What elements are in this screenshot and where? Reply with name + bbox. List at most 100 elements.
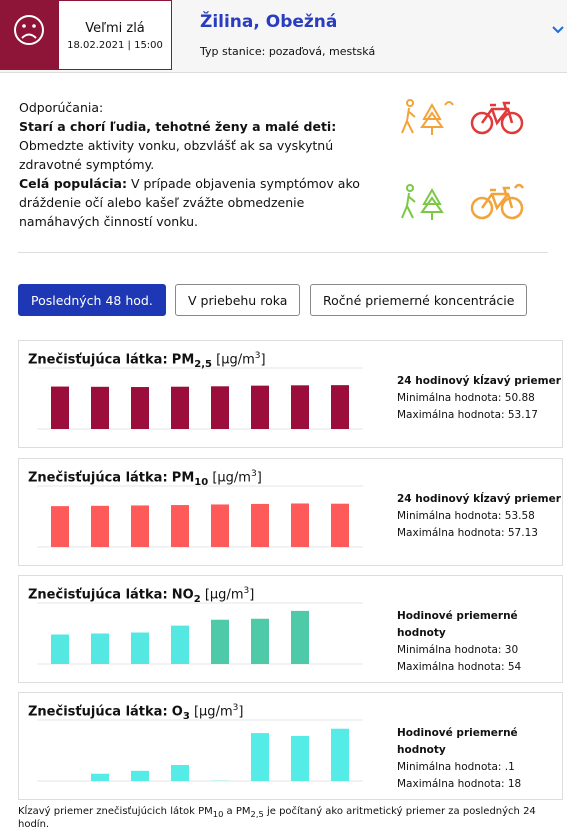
bar bbox=[291, 385, 309, 429]
chart-title: Znečisťujúca látka: PM10 [μg/m3] bbox=[28, 469, 262, 488]
bar bbox=[291, 735, 309, 781]
stats-min: Minimálna hodnota: 30 bbox=[397, 644, 519, 656]
unit-sup: 3 bbox=[250, 469, 257, 479]
unit: ] bbox=[256, 470, 262, 486]
rec-heading: Odporúčania: bbox=[19, 100, 104, 115]
bar bbox=[331, 503, 349, 547]
rec-group: Starí a chorí ľudia, tehotné ženy a malé… bbox=[19, 119, 337, 134]
bar bbox=[91, 633, 109, 664]
bar bbox=[291, 610, 309, 664]
unit: [μg/m bbox=[204, 587, 244, 603]
stats-max: Maximálna hodnota: 54 bbox=[397, 661, 522, 673]
chart-title: Znečisťujúca látka: O3 [μg/m3] bbox=[28, 703, 243, 722]
pollutant-sub: 2 bbox=[193, 593, 201, 605]
pollutant: NO bbox=[171, 587, 194, 603]
pollutant-sub: 10 bbox=[194, 476, 209, 488]
stats-title: Hodinové priemerné hodnoty bbox=[397, 610, 518, 639]
pollutant: PM bbox=[171, 470, 195, 486]
stats: Hodinové priemerné hodnoty Minimálna hodn… bbox=[397, 725, 562, 793]
stats-min: Minimálna hodnota: .1 bbox=[397, 761, 515, 773]
bar bbox=[131, 632, 149, 664]
chart-title: Znečisťujúca látka: PM2,5 [μg/m3] bbox=[28, 351, 266, 370]
chart bbox=[37, 719, 363, 782]
quality-box: Veľmi zlá 18.02.2021 | 15:00 bbox=[58, 0, 172, 70]
unit-sup: 3 bbox=[254, 351, 261, 361]
stats-min: Minimálna hodnota: 50.88 bbox=[397, 392, 535, 404]
unit-sup: 3 bbox=[243, 586, 250, 596]
bar bbox=[171, 386, 189, 429]
bar bbox=[171, 625, 189, 664]
footnote-sub: 2,5 bbox=[250, 809, 264, 819]
bar bbox=[331, 728, 349, 781]
title-label: Znečisťujúca látka: bbox=[28, 352, 168, 368]
bar bbox=[131, 387, 149, 429]
stats-max: Maximálna hodnota: 57.13 bbox=[397, 527, 538, 539]
station: Žilina, Obežná bbox=[200, 12, 338, 32]
chart bbox=[37, 485, 363, 548]
expand-chevron[interactable] bbox=[551, 24, 565, 36]
time: | 15:00 bbox=[127, 40, 163, 51]
recommendations: Odporúčania: Starí a chorí ľudia, tehotn… bbox=[19, 98, 364, 231]
unit: ] bbox=[238, 704, 244, 720]
rec-text: V prípade objavenia symptómov ako drážde… bbox=[19, 176, 360, 229]
chart bbox=[37, 367, 363, 430]
bar bbox=[251, 385, 269, 429]
title-label: Znečisťujúca látka: bbox=[28, 704, 168, 720]
bar bbox=[251, 733, 269, 781]
stats-title: 24 hodinový kĺzavý priemer bbox=[397, 375, 561, 387]
date: 18.02.2021 bbox=[67, 40, 125, 51]
unit: ] bbox=[249, 587, 255, 603]
unit: [μg/m bbox=[193, 704, 233, 720]
bar bbox=[211, 386, 229, 429]
bar bbox=[211, 504, 229, 547]
stats-max: Maximálna hodnota: 53.17 bbox=[397, 409, 538, 421]
title-label: Znečisťujúca látka: bbox=[28, 587, 168, 603]
tab[interactable]: V priebehu roka bbox=[175, 284, 301, 316]
bar bbox=[91, 505, 109, 547]
unit-sup: 3 bbox=[232, 703, 239, 713]
chart-panel: Znečisťujúca látka: O3 [μg/m3] Hodinové p… bbox=[18, 692, 563, 800]
unit: ] bbox=[260, 352, 266, 368]
bar bbox=[91, 386, 109, 429]
tab[interactable]: Ročné priemerné koncentrácie bbox=[310, 284, 528, 316]
tab[interactable]: Posledných 48 hod. bbox=[18, 284, 166, 316]
chart-title: Znečisťujúca látka: NO2 [μg/m3] bbox=[28, 586, 254, 605]
bar bbox=[131, 505, 149, 547]
separator bbox=[18, 252, 548, 253]
unit: [μg/m bbox=[212, 470, 251, 486]
footnote-text: Kĺzavý priemer znečisťujúcich látok PM bbox=[18, 806, 213, 817]
stats-max: Maximálna hodnota: 18 bbox=[397, 778, 522, 790]
chart-panel: Znečisťujúca látka: PM2,5 [μg/m3] 24 hodi… bbox=[18, 340, 563, 448]
stats-min: Minimálna hodnota: 53.58 bbox=[397, 510, 535, 522]
pollutant-sub: 2,5 bbox=[194, 358, 212, 370]
rec-group: Celá populácia: bbox=[19, 176, 127, 191]
stats: 24 hodinový kĺzavý priemer Minimálna hodn… bbox=[397, 491, 561, 542]
stats: Hodinové priemerné hodnoty Minimálna hodn… bbox=[397, 608, 562, 676]
bar bbox=[251, 618, 269, 664]
footnote: Kĺzavý priemer znečisťujúcich látok PM10… bbox=[18, 806, 563, 830]
bar bbox=[51, 386, 69, 429]
pollutant: O bbox=[171, 704, 183, 720]
bar bbox=[131, 770, 149, 781]
rec-text: Obmedzte aktivity vonku, obzvlášť ak sa … bbox=[19, 138, 334, 172]
unit: [μg/m bbox=[216, 352, 255, 368]
pollutant: PM bbox=[171, 352, 195, 368]
activity-icons bbox=[401, 99, 525, 220]
chart-panel: Znečisťujúca látka: PM10 [μg/m3] 24 hodin… bbox=[18, 458, 563, 566]
pollutant-sub: 3 bbox=[182, 710, 190, 722]
bar bbox=[91, 773, 109, 781]
title-label: Znečisťujúca látka: bbox=[28, 470, 168, 486]
bar bbox=[171, 765, 189, 781]
bar bbox=[291, 503, 309, 547]
stats-title: Hodinové priemerné hodnoty bbox=[397, 727, 518, 756]
station-type: Typ stanice: pozaďová, mestská bbox=[200, 45, 376, 58]
header: Veľmi zlá 18.02.2021 | 15:00 Žilina, Obež… bbox=[0, 0, 567, 73]
chart bbox=[37, 602, 363, 665]
quality-icon bbox=[0, 0, 58, 70]
bar bbox=[211, 619, 229, 664]
bar bbox=[51, 634, 69, 664]
footnote-sub: 10 bbox=[212, 809, 224, 819]
stats: 24 hodinový kĺzavý priemer Minimálna hodn… bbox=[397, 373, 561, 424]
bar bbox=[331, 385, 349, 429]
